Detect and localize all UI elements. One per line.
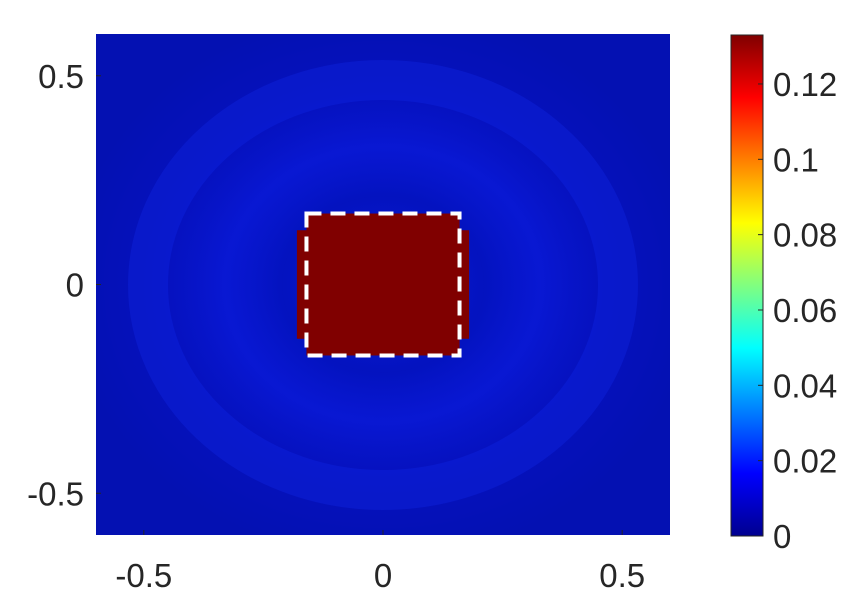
dashed-boundary: [304, 211, 462, 358]
colorbar-tick-label: 0.06: [773, 292, 837, 329]
y-tick-label: 0: [66, 267, 84, 304]
colorbar-tick-label: 0.12: [773, 66, 837, 103]
colorbar-tick-label: 0.08: [773, 217, 837, 254]
colorbar-frame: [730, 34, 764, 537]
y-axis-ticks: 0.5 0 -0.5: [27, 58, 101, 512]
y-tick-label: -0.5: [27, 475, 84, 512]
high-value-region-tall: [306, 213, 460, 356]
x-tick-label: 0.5: [599, 557, 645, 594]
colorbar-tick-label: 0.1: [773, 141, 819, 178]
x-axis-ticks: -0.5 0 0.5: [115, 530, 645, 594]
plot-area: [96, 34, 670, 535]
colorbar-tick-label: 0: [773, 518, 791, 555]
x-tick-label: -0.5: [115, 557, 172, 594]
colorbar-ticks: 0 0.02 0.04 0.06 0.08 0.1 0.12: [758, 66, 837, 555]
colorbar: 0 0.02 0.04 0.06 0.08 0.1 0.12: [730, 34, 837, 555]
colorbar-tick-label: 0.02: [773, 443, 837, 480]
colorbar-tick-label: 0.04: [773, 367, 837, 404]
colorbar-gradient: [731, 35, 763, 536]
y-tick-label: 0.5: [38, 58, 84, 95]
heatmap-ring: [128, 60, 638, 510]
x-tick-label: 0: [374, 557, 392, 594]
